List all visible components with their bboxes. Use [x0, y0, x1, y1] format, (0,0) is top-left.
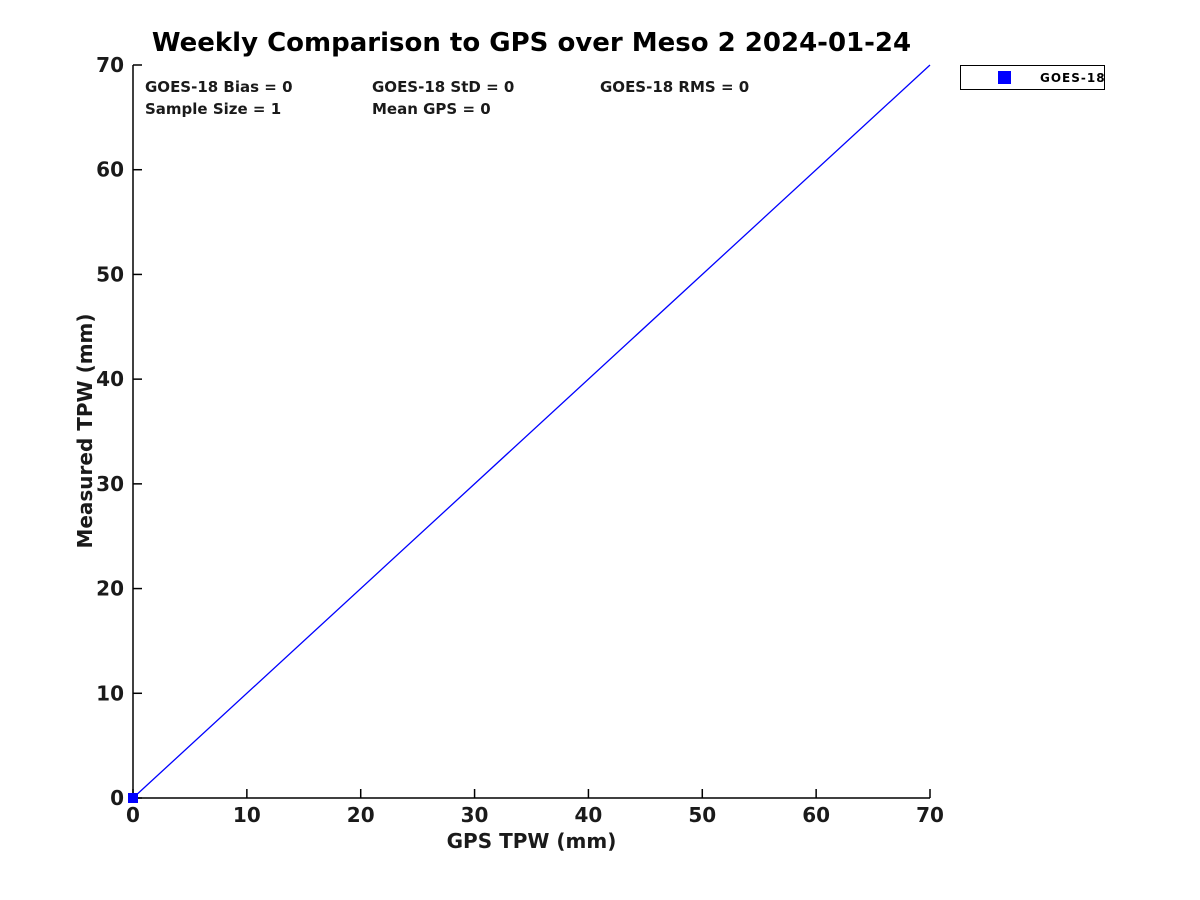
legend-label: GOES-18 — [1040, 70, 1106, 85]
y-tick-label: 10 — [96, 681, 124, 705]
stat-std: GOES-18 StD = 0 — [372, 78, 515, 96]
y-tick-label: 30 — [96, 472, 124, 496]
stat-bias: GOES-18 Bias = 0 — [145, 78, 293, 96]
stat-sample-size: Sample Size = 1 — [145, 100, 282, 118]
y-tick-label: 60 — [96, 158, 124, 182]
stat-rms: GOES-18 RMS = 0 — [600, 78, 750, 96]
y-tick-label: 50 — [96, 262, 124, 286]
stat-mean-gps: Mean GPS = 0 — [372, 100, 491, 118]
legend-marker-square-icon — [998, 71, 1011, 84]
x-tick-label: 10 — [233, 803, 261, 827]
x-tick-label: 50 — [688, 803, 716, 827]
legend: GOES-18 — [960, 65, 1105, 90]
y-tick-label: 0 — [110, 786, 124, 810]
x-tick-label: 60 — [802, 803, 830, 827]
y-tick-label: 70 — [96, 53, 124, 77]
x-tick-label: 40 — [575, 803, 603, 827]
x-tick-label: 0 — [126, 803, 140, 827]
identity-line — [132, 64, 931, 799]
y-tick-label: 20 — [96, 577, 124, 601]
chart-title: Weekly Comparison to GPS over Meso 2 202… — [151, 28, 912, 58]
y-tick-label: 40 — [96, 367, 124, 391]
x-tick-label: 30 — [461, 803, 489, 827]
x-tick-label: 70 — [916, 803, 944, 827]
x-tick-label: 20 — [347, 803, 375, 827]
x-axis-label: GPS TPW (mm) — [446, 829, 617, 853]
